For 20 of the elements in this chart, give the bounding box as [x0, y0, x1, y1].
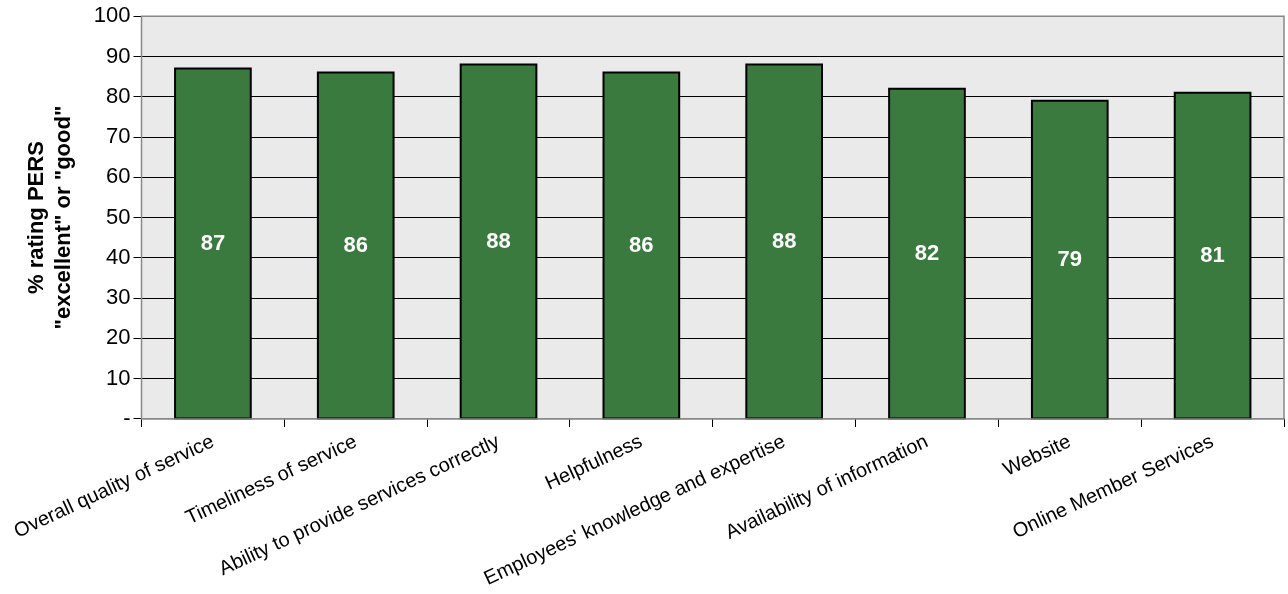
y-axis-title: % rating PERS "excellent" or "good" — [23, 105, 75, 330]
data-label: 88 — [486, 227, 511, 253]
y-tick-label: 80 — [106, 82, 131, 108]
data-label: 81 — [1200, 241, 1225, 267]
y-tick-label: 90 — [106, 42, 131, 68]
data-label: 87 — [200, 229, 226, 255]
y-tick-label: 10 — [106, 364, 131, 390]
y-tick-label: 50 — [106, 203, 131, 229]
y-tick-label: - — [123, 405, 131, 431]
data-label: 82 — [914, 239, 940, 265]
y-tick-label: 30 — [106, 284, 131, 310]
y-tick-label: 60 — [106, 163, 131, 189]
data-label: 79 — [1057, 245, 1083, 271]
y-tick-label: 100 — [93, 2, 131, 28]
y-tick-label: 70 — [106, 123, 131, 149]
y-tick-label: 40 — [106, 243, 131, 269]
y-tick-label: 20 — [106, 324, 131, 350]
data-label: 86 — [629, 231, 654, 257]
data-label: 88 — [771, 227, 797, 253]
data-label: 86 — [343, 231, 368, 257]
